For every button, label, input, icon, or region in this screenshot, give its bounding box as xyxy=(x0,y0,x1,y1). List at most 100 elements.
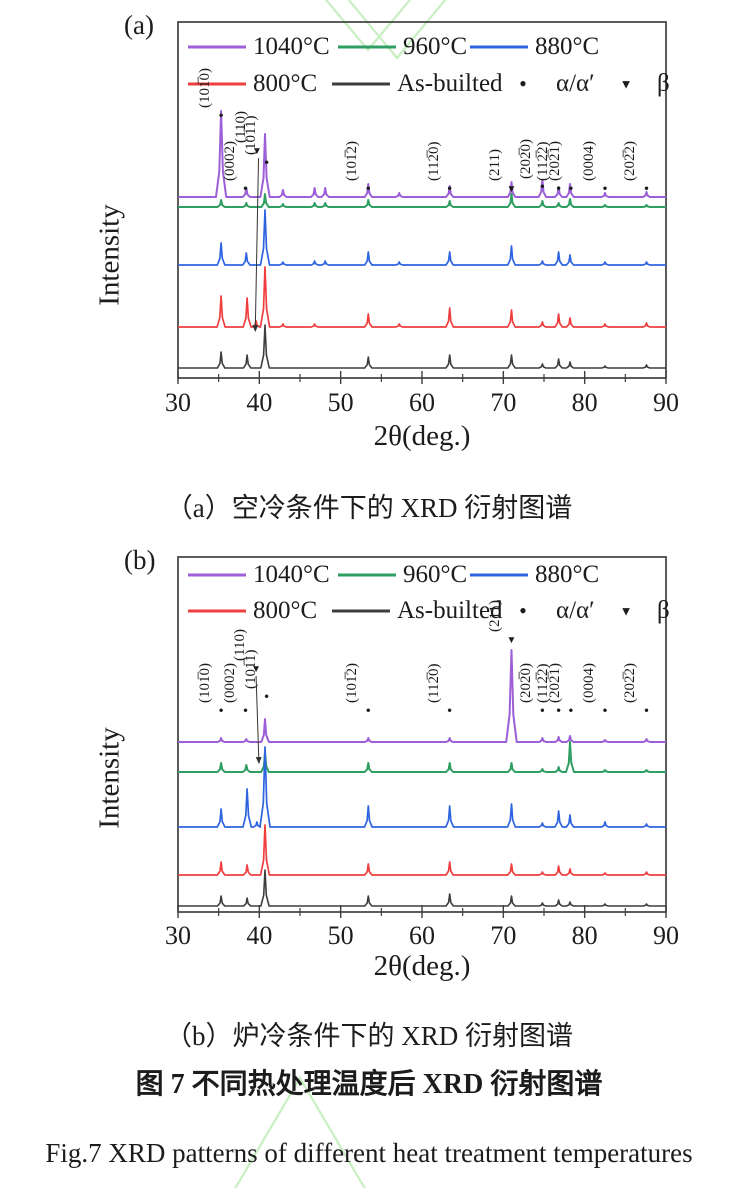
peak-label-(0002)-a: (0002) xyxy=(221,141,238,181)
peak-label-(112̅0)-b: (112̅0) xyxy=(425,663,442,703)
peak-label-(202̅2)-b: (202̅2) xyxy=(622,663,639,703)
peak-marker-(110)-b: ▼ xyxy=(251,664,262,675)
figure-caption-chinese: 图 7 不同热处理温度后 XRD 衍射图谱 xyxy=(135,1069,603,1100)
x-axis-label-a: 2θ(deg.) xyxy=(373,420,471,452)
peak-marker-(0002)-a: • xyxy=(242,181,249,198)
peak-marker-(211)-b: ▼ xyxy=(506,635,517,646)
legend-label-As-builted-a: As-builted xyxy=(397,70,503,97)
curve-960°C-a xyxy=(178,193,666,208)
y-axis-label-a: Intensity xyxy=(93,204,126,306)
peak-marker-(101̅0)-a: • xyxy=(218,108,224,125)
legend-label-880°C-a: 880°C xyxy=(535,33,600,60)
legend-line-1040°C-a xyxy=(188,45,246,49)
panel-label-b: (b) xyxy=(124,545,156,575)
curve-880°C-b xyxy=(178,746,666,828)
x-tick-label-b-70: 70 xyxy=(490,921,517,950)
x-tick-label-b-30: 30 xyxy=(165,921,191,950)
x-tick-label-a-50: 50 xyxy=(327,388,354,417)
legend-line-800°C-b xyxy=(188,609,246,613)
peak-label-(112̅0)-a: (112̅0) xyxy=(425,141,442,181)
x-tick-label-b-80: 80 xyxy=(571,921,598,950)
peak-marker-(0004)-b: • xyxy=(602,703,608,720)
legend-label-880°C-b: 880°C xyxy=(535,561,600,588)
peak-marker-(202̅1)-b: • xyxy=(568,703,574,720)
peak-label-(202̅2)-a: (202̅2) xyxy=(622,141,639,181)
x-tick-label-b-90: 90 xyxy=(653,921,679,950)
legend-line-800°C-a xyxy=(188,82,246,86)
peak-label-(101̅0)-a: (101̅0) xyxy=(197,68,214,108)
caption-panel-b: （b）炉冷条件下的 XRD 衍射图谱 xyxy=(164,1021,573,1051)
peak-marker-(202̅0)-b: • xyxy=(539,703,545,720)
peak-marker-(101̅2)-a: • xyxy=(365,181,371,198)
beta-shift-arrow-a xyxy=(252,157,260,332)
peak-marker-(101̅0)-b: • xyxy=(218,703,224,720)
legend-line-880°C-a xyxy=(470,45,528,49)
x-tick-label-b-50: 50 xyxy=(327,921,354,950)
curve-880°C-a xyxy=(178,209,666,266)
peak-marker-(202̅2)-a: • xyxy=(643,181,650,198)
peak-label-(0002)-b: (0002) xyxy=(221,663,238,703)
peak-marker-(202̅0)-a: • xyxy=(539,179,545,196)
legend-phase-symbol-β-a: ▼ xyxy=(619,76,633,92)
curve-As-builted-a xyxy=(178,324,666,369)
peak-marker-(112̅0)-a: • xyxy=(447,181,453,198)
curve-800°C-b xyxy=(178,824,666,876)
legend-phase-label-β-a: β xyxy=(657,70,670,97)
panel-label-a: (a) xyxy=(124,10,154,40)
legend-line-960°C-b xyxy=(338,573,396,577)
peak-label-(202̅0)-a: (202̅0) xyxy=(518,139,535,179)
x-tick-label-a-90: 90 xyxy=(653,388,679,417)
peak-marker-(112̅0)-b: • xyxy=(447,703,453,720)
y-axis-label-b: Intensity xyxy=(93,727,126,829)
legend-phase-label-α/α′-a: α/α′ xyxy=(556,70,595,97)
legend-label-1040°C-a: 1040°C xyxy=(253,33,330,60)
curve-960°C-b xyxy=(178,741,666,773)
peak-marker-(0002)-b: • xyxy=(242,703,249,720)
x-tick-label-a-80: 80 xyxy=(571,388,598,417)
legend-phase-label-α/α′-b: α/α′ xyxy=(556,597,595,624)
peak-label-(101̅2)-a: (101̅2) xyxy=(344,141,361,181)
peak-marker-(202̅1)-a: • xyxy=(568,181,574,198)
peak-marker-(202̅2)-b: • xyxy=(643,703,650,720)
x-tick-label-b-40: 40 xyxy=(246,921,273,950)
peak-marker-(0004)-a: • xyxy=(602,181,608,198)
x-axis-label-b: 2θ(deg.) xyxy=(373,950,471,982)
peak-marker-(101̅1)-a: • xyxy=(264,155,270,172)
peak-label-(202̅1)-b: (202̅1) xyxy=(546,663,563,703)
legend-label-As-builted-b: As-builted xyxy=(397,597,503,624)
legend-label-800°C-b: 800°C xyxy=(253,597,318,624)
peak-label-(0004)-b: (0004) xyxy=(581,663,597,703)
legend-label-800°C-a: 800°C xyxy=(253,70,318,97)
legend-phase-symbol-α/α′-a: • xyxy=(519,71,527,96)
x-tick-label-a-60: 60 xyxy=(409,388,435,417)
curve-As-builted-b xyxy=(178,869,666,907)
x-tick-label-a-70: 70 xyxy=(490,388,517,417)
peak-marker-(101̅1)-b: • xyxy=(264,689,270,706)
peak-label-(101̅1)-b: (101̅1) xyxy=(242,649,259,689)
legend-line-880°C-b xyxy=(470,573,528,577)
x-tick-label-a-40: 40 xyxy=(246,388,273,417)
peak-marker-(101̅2)-b: • xyxy=(365,703,371,720)
x-tick-label-a-30: 30 xyxy=(165,388,191,417)
beta-shift-arrow-b xyxy=(255,675,262,764)
curve-800°C-a xyxy=(178,266,666,328)
legend-phase-label-β-b: β xyxy=(657,597,670,624)
legend-line-As-builted-b xyxy=(332,609,390,613)
peak-label-(101̅0)-b: (101̅0) xyxy=(197,663,214,703)
peak-marker-(110)-a: ▼ xyxy=(251,146,262,157)
legend-line-As-builted-a xyxy=(332,82,390,86)
peak-marker-(112̅2)-a: • xyxy=(555,181,562,198)
figure-caption-english: Fig.7 XRD patterns of different heat tre… xyxy=(45,1138,693,1168)
peak-label-(211)-b: (211) xyxy=(487,600,504,632)
legend-line-1040°C-b xyxy=(188,573,246,577)
peak-label-(211)-a: (211) xyxy=(487,149,504,181)
peak-label-(101̅2)-b: (101̅2) xyxy=(344,663,361,703)
peak-label-(101̅1)-a: (101̅1) xyxy=(242,115,259,155)
peak-label-(202̅1)-a: (202̅1) xyxy=(546,141,563,181)
caption-panel-a: （a）空冷条件下的 XRD 衍射图谱 xyxy=(165,493,573,523)
legend-label-960°C-a: 960°C xyxy=(403,33,468,60)
legend-phase-symbol-β-b: ▼ xyxy=(619,603,633,619)
peak-label-(202̅0)-b: (202̅0) xyxy=(518,663,535,703)
legend-label-960°C-b: 960°C xyxy=(403,561,468,588)
